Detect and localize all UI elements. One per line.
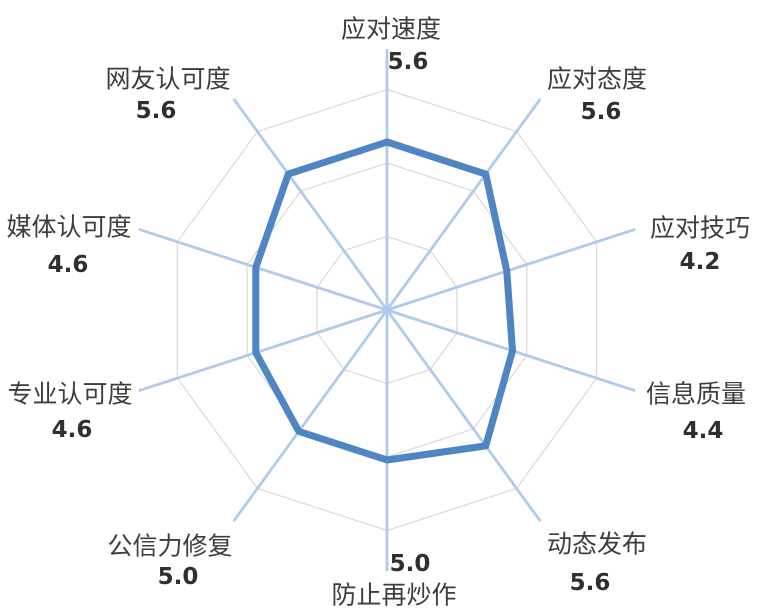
value-label: 5.6 <box>581 99 622 125</box>
value-label: 5.6 <box>136 98 177 124</box>
category-label: 应对技巧 <box>650 215 750 243</box>
value-label: 5.6 <box>388 49 429 75</box>
category-label: 应对速度 <box>341 16 441 44</box>
category-label: 网友认可度 <box>105 66 230 94</box>
category-label: 防止再炒作 <box>331 582 456 610</box>
category-label: 应对态度 <box>547 66 647 94</box>
axis-spoke <box>385 309 542 523</box>
axis-spoke <box>232 97 389 311</box>
category-label: 媒体认可度 <box>6 214 131 242</box>
value-label: 4.2 <box>680 249 721 275</box>
axis-spoke <box>138 227 388 312</box>
axis-spoke <box>386 227 636 312</box>
axis-spoke <box>385 97 542 311</box>
category-label: 公信力修复 <box>107 533 232 561</box>
value-label: 5.0 <box>390 551 431 577</box>
value-label: 4.4 <box>683 418 724 444</box>
category-label: 专业认可度 <box>7 381 132 409</box>
value-label: 5.6 <box>570 570 611 596</box>
category-label: 动态发布 <box>547 531 647 559</box>
value-label: 5.0 <box>158 564 199 590</box>
data-polygon <box>252 138 516 464</box>
axis-spoke <box>232 309 389 523</box>
value-label: 4.6 <box>48 252 89 278</box>
axis-spoke <box>138 308 388 393</box>
value-label: 4.6 <box>52 417 93 443</box>
category-label: 信息质量 <box>646 381 746 409</box>
